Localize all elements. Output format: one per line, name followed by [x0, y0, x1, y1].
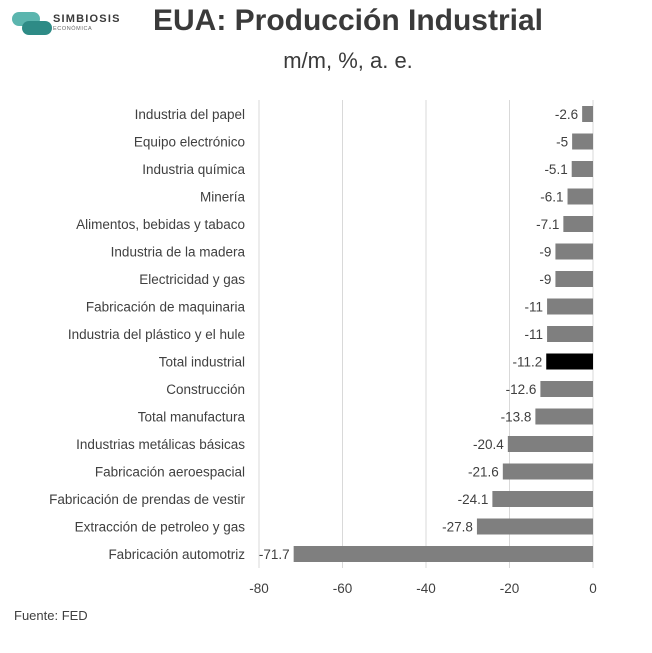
category-label: Industrias metálicas básicas: [76, 437, 245, 452]
category-label: Fabricación de prendas de vestir: [49, 492, 245, 507]
bar: [546, 353, 593, 370]
category-label: Minería: [200, 190, 246, 205]
bar: [492, 491, 593, 507]
category-label: Industria química: [142, 162, 245, 177]
category-label: Construcción: [166, 382, 245, 397]
bar: [555, 243, 593, 260]
category-label: Fabricación de maquinaria: [86, 300, 246, 315]
bar: [293, 546, 593, 562]
x-tick-label: -20: [500, 581, 520, 596]
data-label: -9: [539, 272, 551, 287]
data-label: -24.1: [458, 492, 489, 507]
chart-title: EUA: Producción Industrial: [152, 4, 544, 37]
category-label: Total industrial: [159, 355, 245, 370]
data-label: -11: [525, 300, 544, 315]
bar: [547, 298, 593, 315]
chart-subtitle: m/m, %, a. e.: [283, 48, 413, 73]
x-tick-label: 0: [589, 581, 597, 596]
bar: [567, 188, 593, 205]
brand-name: SIMBIOSIS: [53, 13, 121, 25]
data-label: -2.6: [555, 107, 578, 122]
data-label: -5.1: [544, 162, 567, 177]
category-label: Electricidad y gas: [139, 272, 245, 287]
category-label: Fabricación automotriz: [108, 547, 245, 562]
data-label: -7.1: [536, 217, 559, 232]
category-label: Total manufactura: [138, 410, 246, 425]
category-label: Industria de la madera: [111, 245, 246, 260]
bar: [540, 381, 593, 397]
x-tick-label: -60: [333, 581, 353, 596]
bar: [507, 436, 593, 452]
bar: [502, 463, 593, 480]
data-label: -9: [539, 245, 551, 260]
data-label: -13.8: [501, 410, 532, 425]
category-label: Alimentos, bebidas y tabaco: [76, 217, 245, 232]
bar: [572, 133, 593, 150]
bar: [476, 518, 593, 535]
bar: [535, 408, 593, 425]
data-label: -11: [525, 327, 544, 342]
data-label: -71.7: [259, 547, 290, 562]
category-label: Industria del plástico y el hule: [68, 327, 245, 342]
x-tick-label: -40: [416, 581, 436, 596]
bar: [555, 271, 593, 287]
data-label: -21.6: [468, 465, 499, 480]
bar: [582, 106, 593, 122]
data-label: -6.1: [540, 190, 563, 205]
category-label: Extracción de petroleo y gas: [75, 520, 246, 535]
category-label: Equipo electrónico: [134, 135, 245, 150]
brand-logo-icon: [12, 12, 52, 35]
brand-tagline: ECONÓMICA: [53, 26, 93, 32]
x-tick-label: -80: [249, 581, 269, 596]
data-label: -12.6: [506, 382, 537, 397]
bar: [547, 326, 593, 342]
data-label: -20.4: [473, 437, 504, 452]
brand-logo: [12, 10, 122, 40]
data-label: -5: [556, 135, 568, 150]
data-label: -11.2: [512, 355, 542, 370]
source-note: Fuente: FED: [14, 608, 88, 623]
category-label: Industria del papel: [135, 107, 245, 122]
category-label: Fabricación aeroespacial: [95, 465, 245, 480]
bar: [571, 161, 593, 177]
data-label: -27.8: [442, 520, 473, 535]
bar: [563, 216, 593, 232]
